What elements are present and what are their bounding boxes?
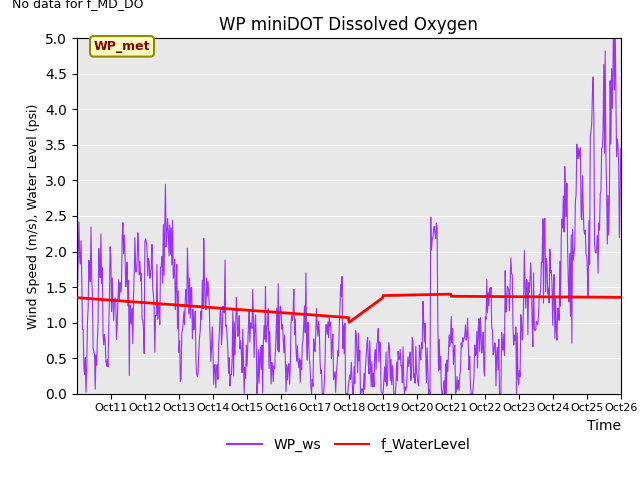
f_WaterLevel bbox=[264, 309, 271, 314]
f_WaterLevel bbox=[137, 300, 145, 305]
Line: WP_ws: WP_ws bbox=[77, 0, 621, 394]
WP_ws bbox=[237, 338, 244, 344]
f_WaterLevel bbox=[346, 319, 353, 325]
WP_ws bbox=[436, 367, 444, 372]
f_WaterLevel bbox=[617, 294, 625, 300]
WP_ws bbox=[137, 278, 145, 284]
WP_ws bbox=[285, 361, 292, 367]
f_WaterLevel bbox=[284, 310, 292, 316]
f_WaterLevel bbox=[406, 292, 413, 298]
f_WaterLevel bbox=[436, 291, 444, 297]
WP_ws bbox=[264, 306, 272, 312]
Legend: WP_ws, f_WaterLevel: WP_ws, f_WaterLevel bbox=[221, 432, 476, 458]
WP_ws bbox=[617, 146, 625, 152]
Text: WP_met: WP_met bbox=[94, 40, 150, 53]
WP_ws bbox=[73, 295, 81, 300]
f_WaterLevel bbox=[73, 295, 81, 300]
Text: No data for f_MD_DO: No data for f_MD_DO bbox=[12, 0, 143, 10]
Title: WP miniDOT Dissolved Oxygen: WP miniDOT Dissolved Oxygen bbox=[220, 16, 478, 34]
WP_ws bbox=[241, 391, 248, 396]
WP_ws bbox=[406, 358, 413, 363]
f_WaterLevel bbox=[237, 307, 244, 312]
f_WaterLevel bbox=[447, 291, 454, 297]
WP_ws bbox=[610, 0, 618, 1]
X-axis label: Time: Time bbox=[587, 419, 621, 433]
Line: f_WaterLevel: f_WaterLevel bbox=[77, 294, 621, 322]
Y-axis label: Wind Speed (m/s), Water Level (psi): Wind Speed (m/s), Water Level (psi) bbox=[26, 103, 40, 329]
